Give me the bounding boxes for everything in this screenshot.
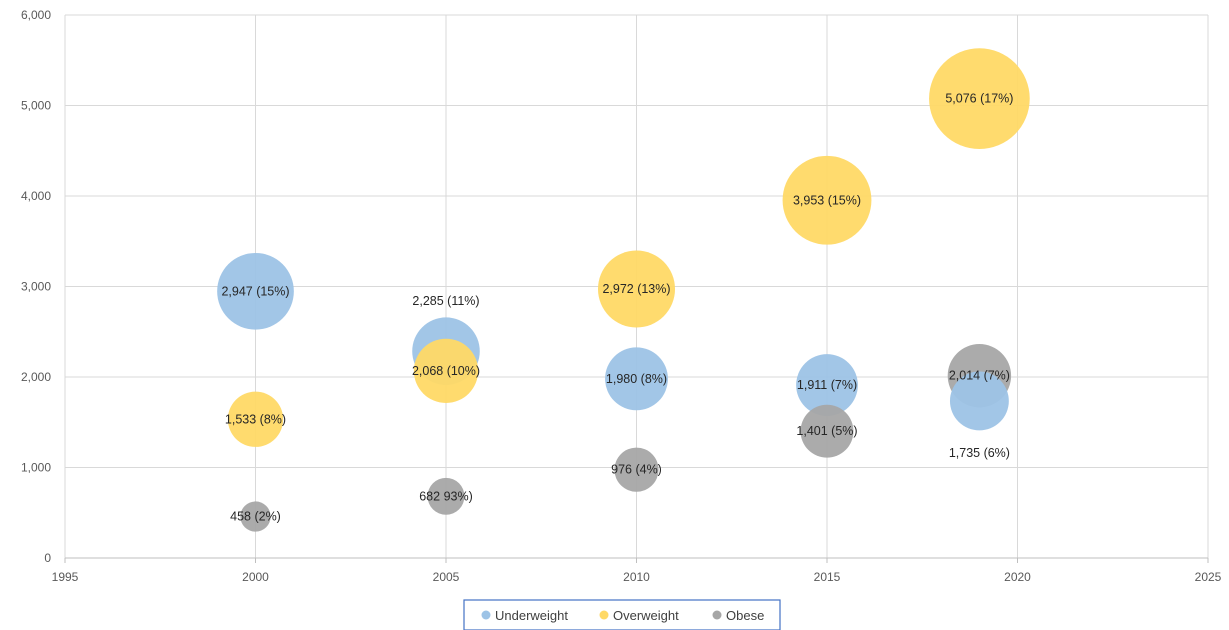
legend: Underweight Overweight Obese [463,599,781,630]
data-label: 976 (4%) [611,463,662,477]
data-label: 1,980 (8%) [606,372,667,386]
y-tick-label: 4,000 [21,189,51,203]
bubble-underweight [949,371,1009,431]
data-labels: 2,947 (15%) 2,285 (11%) 1,980 (8%) 1,911 (7… [221,92,1013,524]
bubble-overweight [929,48,1030,149]
data-label: 1,735 (6%) [949,446,1010,460]
y-tick-label: 2,000 [21,370,51,384]
y-tick-label: 1,000 [21,461,51,475]
data-label: 2,947 (15%) [221,284,289,298]
data-label: 2,014 (7%) [949,369,1010,383]
bubble-obese [240,501,271,532]
data-label: 458 (2%) [230,510,281,524]
bubble-overweight [597,250,676,328]
legend-marker-overweight [599,610,609,620]
bubbles [217,48,1030,532]
legend-label-obese: Obese [726,608,764,623]
bubble-obese [427,477,465,515]
bubble-underweight [217,252,294,330]
legend-marker-underweight [481,610,491,620]
data-label: 682 93%) [419,489,473,503]
data-label: 5,076 (17%) [945,92,1013,106]
data-label: 2,068 (10%) [412,364,480,378]
x-tick-label: 2010 [623,570,650,584]
y-tick-label: 0 [44,551,51,565]
legend-marker-obese [712,610,722,620]
data-label: 2,972 (13%) [602,282,670,296]
data-label: 3,953 (15%) [793,193,861,207]
data-label: 1,401 (5%) [796,424,857,438]
bubble-obese [614,447,659,492]
bubble-underweight [605,347,668,411]
data-label: 1,533 (8%) [225,412,286,426]
legend-label-overweight: Overweight [613,608,679,623]
bubble-overweight [782,155,872,245]
y-tick-label: 5,000 [21,99,51,113]
bubble-underweight [796,354,858,416]
x-tick-label: 2020 [1004,570,1031,584]
x-tick-label: 2005 [433,570,460,584]
legend-box [463,599,781,630]
x-tick-label: 2025 [1195,570,1222,584]
axes: 0 1,000 2,000 3,000 4,000 5,000 6,000 1995 2000 2… [21,8,1222,584]
data-label: 2,285 (11%) [412,294,479,308]
y-tick-label: 3,000 [21,280,51,294]
x-tick-label: 2015 [814,570,841,584]
data-label: 1,911 (7%) [797,378,857,392]
legend-label-underweight: Underweight [495,608,568,623]
bubble-overweight [413,338,479,403]
bubble-obese [800,404,854,458]
y-tick-label: 6,000 [21,8,51,22]
x-tick-label: 2000 [242,570,269,584]
x-tick-label: 1995 [52,570,79,584]
bubble-overweight [227,391,284,447]
